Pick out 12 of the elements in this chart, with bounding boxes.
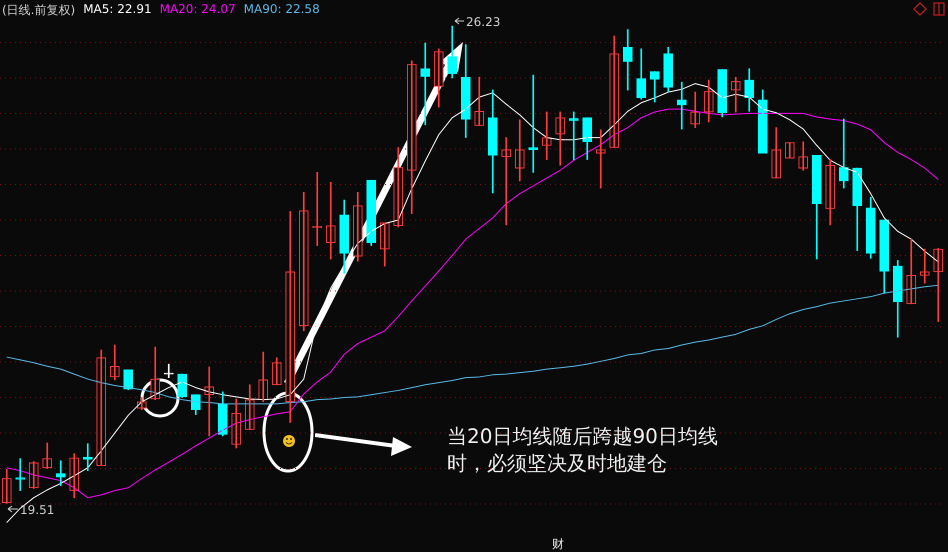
candlestick: [568, 112, 579, 160]
candlestick: [15, 458, 26, 491]
annotation: 26.23: [466, 15, 500, 29]
annotation: 19.51: [20, 503, 54, 517]
text: MA90: 22.58: [244, 2, 320, 18]
text: MA5: 22.91: [83, 2, 152, 18]
candlestick: [312, 172, 322, 246]
text: 财: [552, 537, 564, 551]
candlestick: [528, 74, 538, 173]
text: MA20: 24.07: [160, 2, 236, 18]
annotation: 当20日均线随后跨越90日均线时，必须坚决及时地建仓: [447, 423, 719, 477]
chart-title: (日线.前复权): [2, 2, 76, 19]
